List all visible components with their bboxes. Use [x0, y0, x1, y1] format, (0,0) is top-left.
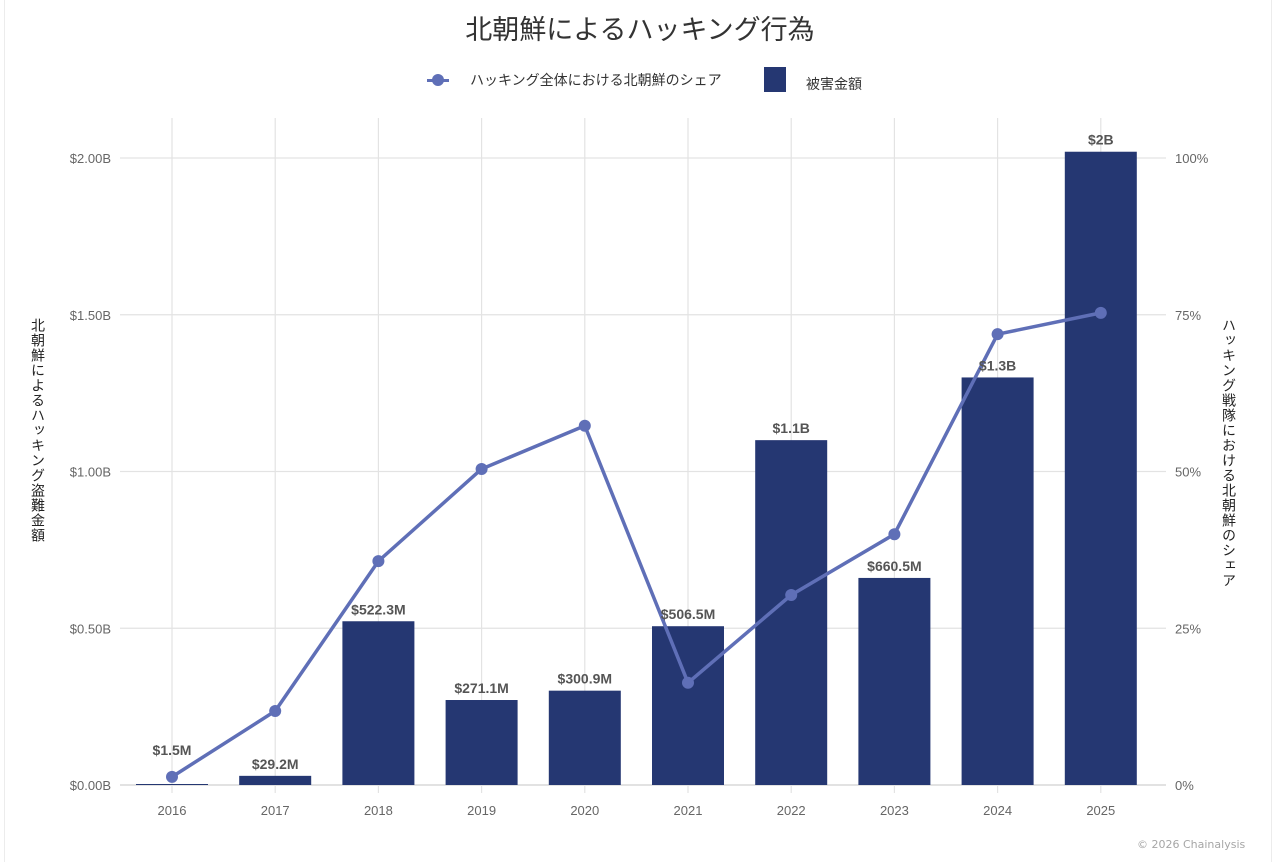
legend-dot-marker [432, 74, 444, 86]
share-line-point [785, 589, 798, 602]
x-tick-label: 2025 [1086, 803, 1115, 818]
share-line-point [475, 462, 488, 475]
x-tick-label: 2022 [777, 803, 806, 818]
bar [445, 700, 518, 785]
x-tick-label: 2023 [880, 803, 909, 818]
x-tick-label: 2016 [158, 803, 187, 818]
share-line-point [372, 555, 385, 568]
share-line-point [888, 528, 901, 541]
share-line-point [682, 676, 694, 689]
share-line [166, 306, 1107, 783]
bars [136, 151, 1137, 786]
x-tick-label: 2019 [467, 803, 496, 818]
bar [548, 690, 621, 785]
bar [239, 775, 312, 785]
bar-data-label: $1.1B [773, 420, 810, 436]
y-tick-label-left: $0.00B [70, 778, 111, 793]
bar-data-label: $300.9M [558, 671, 612, 687]
chart-title: 北朝鮮によるハッキング行為 [465, 15, 815, 46]
legend-label-share: ハッキング全体における北朝鮮のシェア [470, 73, 722, 89]
y-tick-label-left: $1.00B [70, 465, 111, 480]
y-tick-label-right: 50% [1175, 465, 1201, 480]
bar [755, 440, 828, 785]
x-tick-label: 2021 [674, 803, 703, 818]
x-tick-label: 2024 [983, 803, 1012, 818]
share-line-point [1094, 306, 1107, 319]
y-tick-label-left: $2.00B [70, 151, 111, 166]
bar [961, 377, 1034, 785]
legend-bar-swatch [764, 67, 786, 92]
share-line-point [991, 328, 1004, 341]
share-line-point [269, 705, 282, 718]
share-line-path [171, 311, 1102, 779]
bar [652, 626, 724, 785]
bar [858, 577, 931, 785]
legend-label-damage: 被害金額 [806, 77, 862, 93]
y-axis-title-left: 北朝鮮によるハッキング盗難金額 [29, 318, 45, 543]
y-tick-label-right: 75% [1175, 308, 1201, 323]
bar-data-label: $29.2M [252, 756, 299, 772]
share-line-point [166, 770, 178, 783]
x-tick-label: 2020 [570, 803, 599, 818]
x-tick-label: 2018 [364, 803, 393, 818]
y-axis-title-right: ハッキング戦隊における北朝鮮のシェア [1220, 318, 1236, 588]
data-labels: $1.5M $29.2M $522.3M $271.1M $300.9M $506.5M $… [153, 132, 1114, 772]
copyright: © 2026 Chainalysis [1137, 838, 1246, 851]
share-line-point [578, 419, 591, 432]
y-tick-label-right: 100% [1175, 151, 1209, 166]
axis-ticks: $0.00B $0.50B $1.00B $1.50B $2.00B 0% 25% 50% 75… [70, 151, 1209, 818]
y-tick-label-right: 25% [1175, 621, 1201, 636]
y-tick-label-right: 0% [1175, 778, 1194, 793]
bar-data-label: $660.5M [867, 558, 921, 574]
bar-data-label: $2B [1088, 132, 1114, 148]
bar-data-label: $506.5M [661, 606, 715, 622]
bar [136, 784, 208, 785]
legend: ハッキング全体における北朝鮮のシェア 被害金額 [0, 66, 1280, 96]
bar [342, 621, 415, 785]
chart-frame [4, 0, 1272, 862]
bar-data-label: $271.1M [454, 680, 508, 696]
bar-data-label: $1.3B [979, 357, 1016, 373]
y-tick-label-left: $1.50B [70, 308, 111, 323]
y-tick-label-left: $0.50B [70, 621, 111, 636]
x-tick-label: 2017 [261, 803, 290, 818]
bar [1064, 151, 1137, 786]
bar-data-label: $1.5M [153, 742, 192, 758]
bar-data-label: $522.3M [351, 601, 405, 617]
